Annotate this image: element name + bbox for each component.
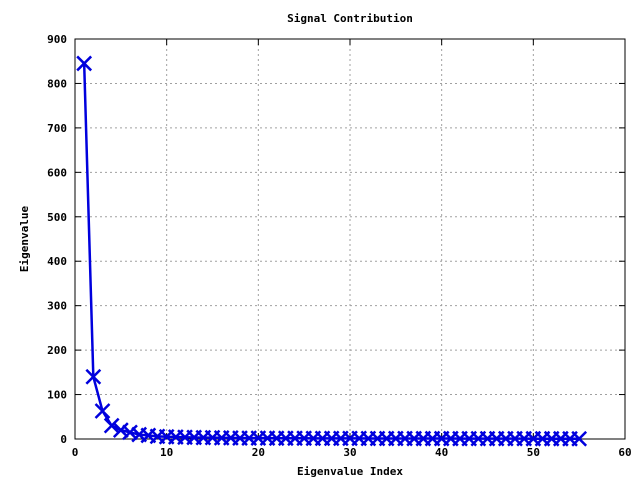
x-tick-label: 0: [72, 446, 79, 459]
y-tick-label: 800: [47, 77, 67, 90]
y-tick-label: 900: [47, 33, 67, 46]
x-tick-label: 50: [527, 446, 540, 459]
y-tick-label: 500: [47, 211, 67, 224]
x-tick-label: 30: [343, 446, 356, 459]
data-point: [122, 424, 138, 441]
data-point: [112, 422, 129, 438]
y-tick-label: 200: [47, 344, 67, 357]
ticks-layer: 0 10 20 30 40 50 60010020030040050060070080090…: [47, 33, 632, 459]
data-point: [85, 368, 102, 385]
y-axis-label: Eigenvalue: [18, 206, 31, 273]
y-tick-label: 0: [60, 433, 67, 446]
x-tick-label: 20: [252, 446, 265, 459]
data-point: [571, 430, 588, 447]
x-axis-label: Eigenvalue Index: [297, 465, 403, 478]
x-tick-label: 10: [160, 446, 173, 459]
series-layer: [76, 55, 588, 447]
y-tick-label: 300: [47, 300, 67, 313]
x-tick-label: 40: [435, 446, 448, 459]
x-tick-label: 60: [618, 446, 631, 459]
chart-title: Signal Contribution: [287, 12, 413, 25]
grid-layer: [75, 39, 625, 439]
data-point: [76, 55, 93, 72]
y-tick-label: 700: [47, 122, 67, 135]
y-tick-label: 600: [47, 166, 67, 179]
series-line: [82, 63, 580, 440]
y-tick-label: 400: [47, 255, 67, 268]
data-point: [103, 417, 120, 434]
data-point: [94, 403, 111, 419]
y-tick-label: 100: [47, 389, 67, 402]
